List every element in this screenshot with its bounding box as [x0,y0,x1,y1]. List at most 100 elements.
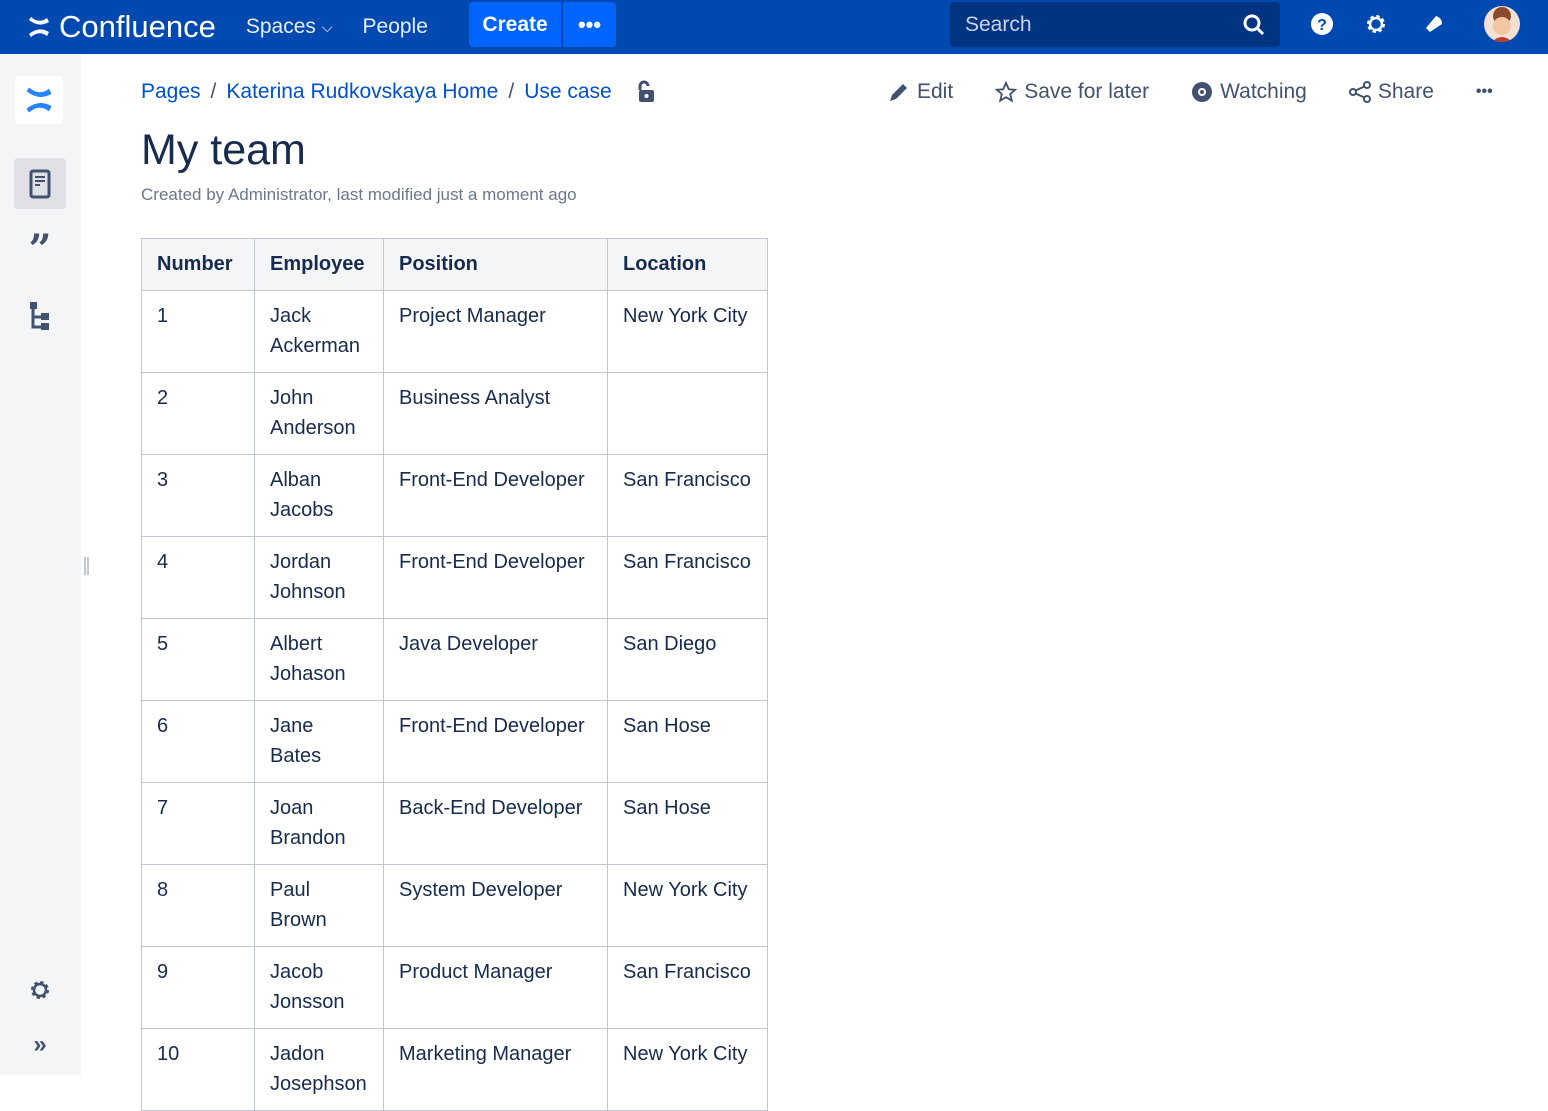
breadcrumb-home[interactable]: Katerina Rudkovskaya Home [226,80,499,103]
svg-text:?: ? [1317,17,1327,34]
table-cell: Front-End Developer [383,700,608,783]
table-cell: John Anderson [254,372,384,455]
expand-sidebar-button[interactable]: » [14,1019,66,1070]
table-cell: Paul Brown [254,864,384,947]
confluence-logo-icon [29,17,49,37]
table-cell: 3 [141,454,255,537]
search-input[interactable]: Search [950,2,1280,47]
table-cell: New York City [607,290,768,373]
table-cell: San Diego [607,618,768,701]
table-cell: 8 [141,864,255,947]
table-cell: System Developer [383,864,608,947]
page-tree-icon [30,301,49,330]
create-button[interactable]: Create [469,2,561,47]
confluence-space-icon [26,87,52,113]
table-cell: Alban Jacobs [254,454,384,537]
settings-icon[interactable] [1364,12,1388,36]
table-row: 6 Jane Bates Front-End Developer San Hose [141,700,768,783]
sidebar: ” » [0,54,81,1075]
table-cell: Front-End Developer [383,454,608,537]
space-logo[interactable] [15,76,63,124]
top-navigation: Confluence Spaces ⌵ People Create ••• Sea… [0,0,1548,54]
space-settings-button[interactable] [14,964,66,1015]
settings-icon [31,980,49,999]
share-icon [1348,81,1371,103]
column-header: Employee [254,238,384,291]
table-row: 4 Jordan Johnson Front-End Developer San Fr… [141,536,768,619]
page-actions: Edit Save for later Watching Share ••• [888,80,1535,104]
create-more-button[interactable]: ••• [563,2,616,47]
table-cell: 2 [141,372,255,455]
table-cell: San Francisco [607,946,768,1029]
table-cell: Back-End Developer [383,782,608,865]
pencil-icon [890,84,907,101]
table-cell: Jack Ackerman [254,290,384,373]
edit-button[interactable]: Edit [888,80,953,104]
team-table: Number Employee Position Location 1 Jack Ack… [141,238,768,1111]
watching-button[interactable]: Watching [1191,80,1307,104]
save-for-later-button[interactable]: Save for later [995,80,1149,104]
more-actions-button[interactable]: ••• [1476,83,1493,101]
table-row: 5 Albert Johason Java Developer San Diego [141,618,768,701]
chevron-down-icon: ⌵ [321,18,333,35]
table-row: 8 Paul Brown System Developer New York City [141,864,768,947]
table-cell: 5 [141,618,255,701]
avatar[interactable] [1484,6,1520,42]
people-link[interactable]: People [362,15,428,38]
sidebar-resize-handle[interactable] [84,557,89,575]
breadcrumb-pages[interactable]: Pages [141,80,201,103]
table-cell: Jacob Jonsson [254,946,384,1029]
quote-icon: ” [28,226,52,273]
table-cell: 7 [141,782,255,865]
double-chevron-right-icon: » [33,1030,47,1058]
confluence-logo[interactable]: Confluence [27,9,216,45]
table-row: 7 Joan Brandon Back-End Developer San Hose [141,782,768,865]
table-cell: Jane Bates [254,700,384,783]
eye-icon [1192,82,1213,102]
more-icon: ••• [1475,83,1493,100]
table-row: 9 Jacob Jonsson Product Manager San Francis… [141,946,768,1029]
table-cell: 9 [141,946,255,1029]
table-cell: Albert Johason [254,618,384,701]
table-cell: Project Manager [383,290,608,373]
user-avatar-icon [1492,7,1512,42]
table-cell: Marketing Manager [383,1028,608,1111]
table-cell: 6 [141,700,255,783]
table-cell: Front-End Developer [383,536,608,619]
table-cell: Jordan Johnson [254,536,384,619]
table-cell: San Hose [607,700,768,783]
table-cell: Java Developer [383,618,608,701]
breadcrumb: Pages / Katerina Rudkovskaya Home / Use ca… [141,80,656,104]
share-button[interactable]: Share [1348,80,1434,104]
table-row: 3 Alban Jacobs Front-End Developer San Fran… [141,454,768,537]
table-row: 2 John Anderson Business Analyst [141,372,768,455]
notifications-icon[interactable] [1422,12,1446,36]
table-cell [607,372,768,455]
table-cell: San Hose [607,782,768,865]
help-icon[interactable]: ? [1310,12,1334,36]
page-title: My team [141,126,306,174]
breadcrumb-separator: / [508,80,515,103]
table-header-row: Number Employee Position Location [141,238,768,291]
page-icon [29,169,51,198]
column-header: Position [383,238,608,291]
table-cell: Business Analyst [383,372,608,455]
unlock-icon[interactable] [636,80,656,104]
search-icon [1243,14,1265,36]
breadcrumb-separator: / [210,80,217,103]
page-metadata: Created by Administrator, last modified … [141,185,577,204]
spaces-menu[interactable]: Spaces ⌵ [245,15,333,38]
table-cell: San Francisco [607,536,768,619]
table-row: 1 Jack Ackerman Project Manager New York Ci… [141,290,768,373]
table-cell: New York City [607,1028,768,1111]
sidebar-item-tree[interactable] [14,290,66,341]
table-cell: Joan Brandon [254,782,384,865]
sidebar-item-pages[interactable] [14,158,66,209]
table-row: 10 Jadon Josephson Marketing Manager New Yo… [141,1028,768,1111]
sidebar-item-blog[interactable]: ” [14,224,66,275]
table-cell: Jadon Josephson [254,1028,384,1111]
breadcrumb-use-case[interactable]: Use case [524,80,612,103]
star-icon [995,81,1018,103]
table-cell: 4 [141,536,255,619]
column-header: Location [607,238,768,291]
